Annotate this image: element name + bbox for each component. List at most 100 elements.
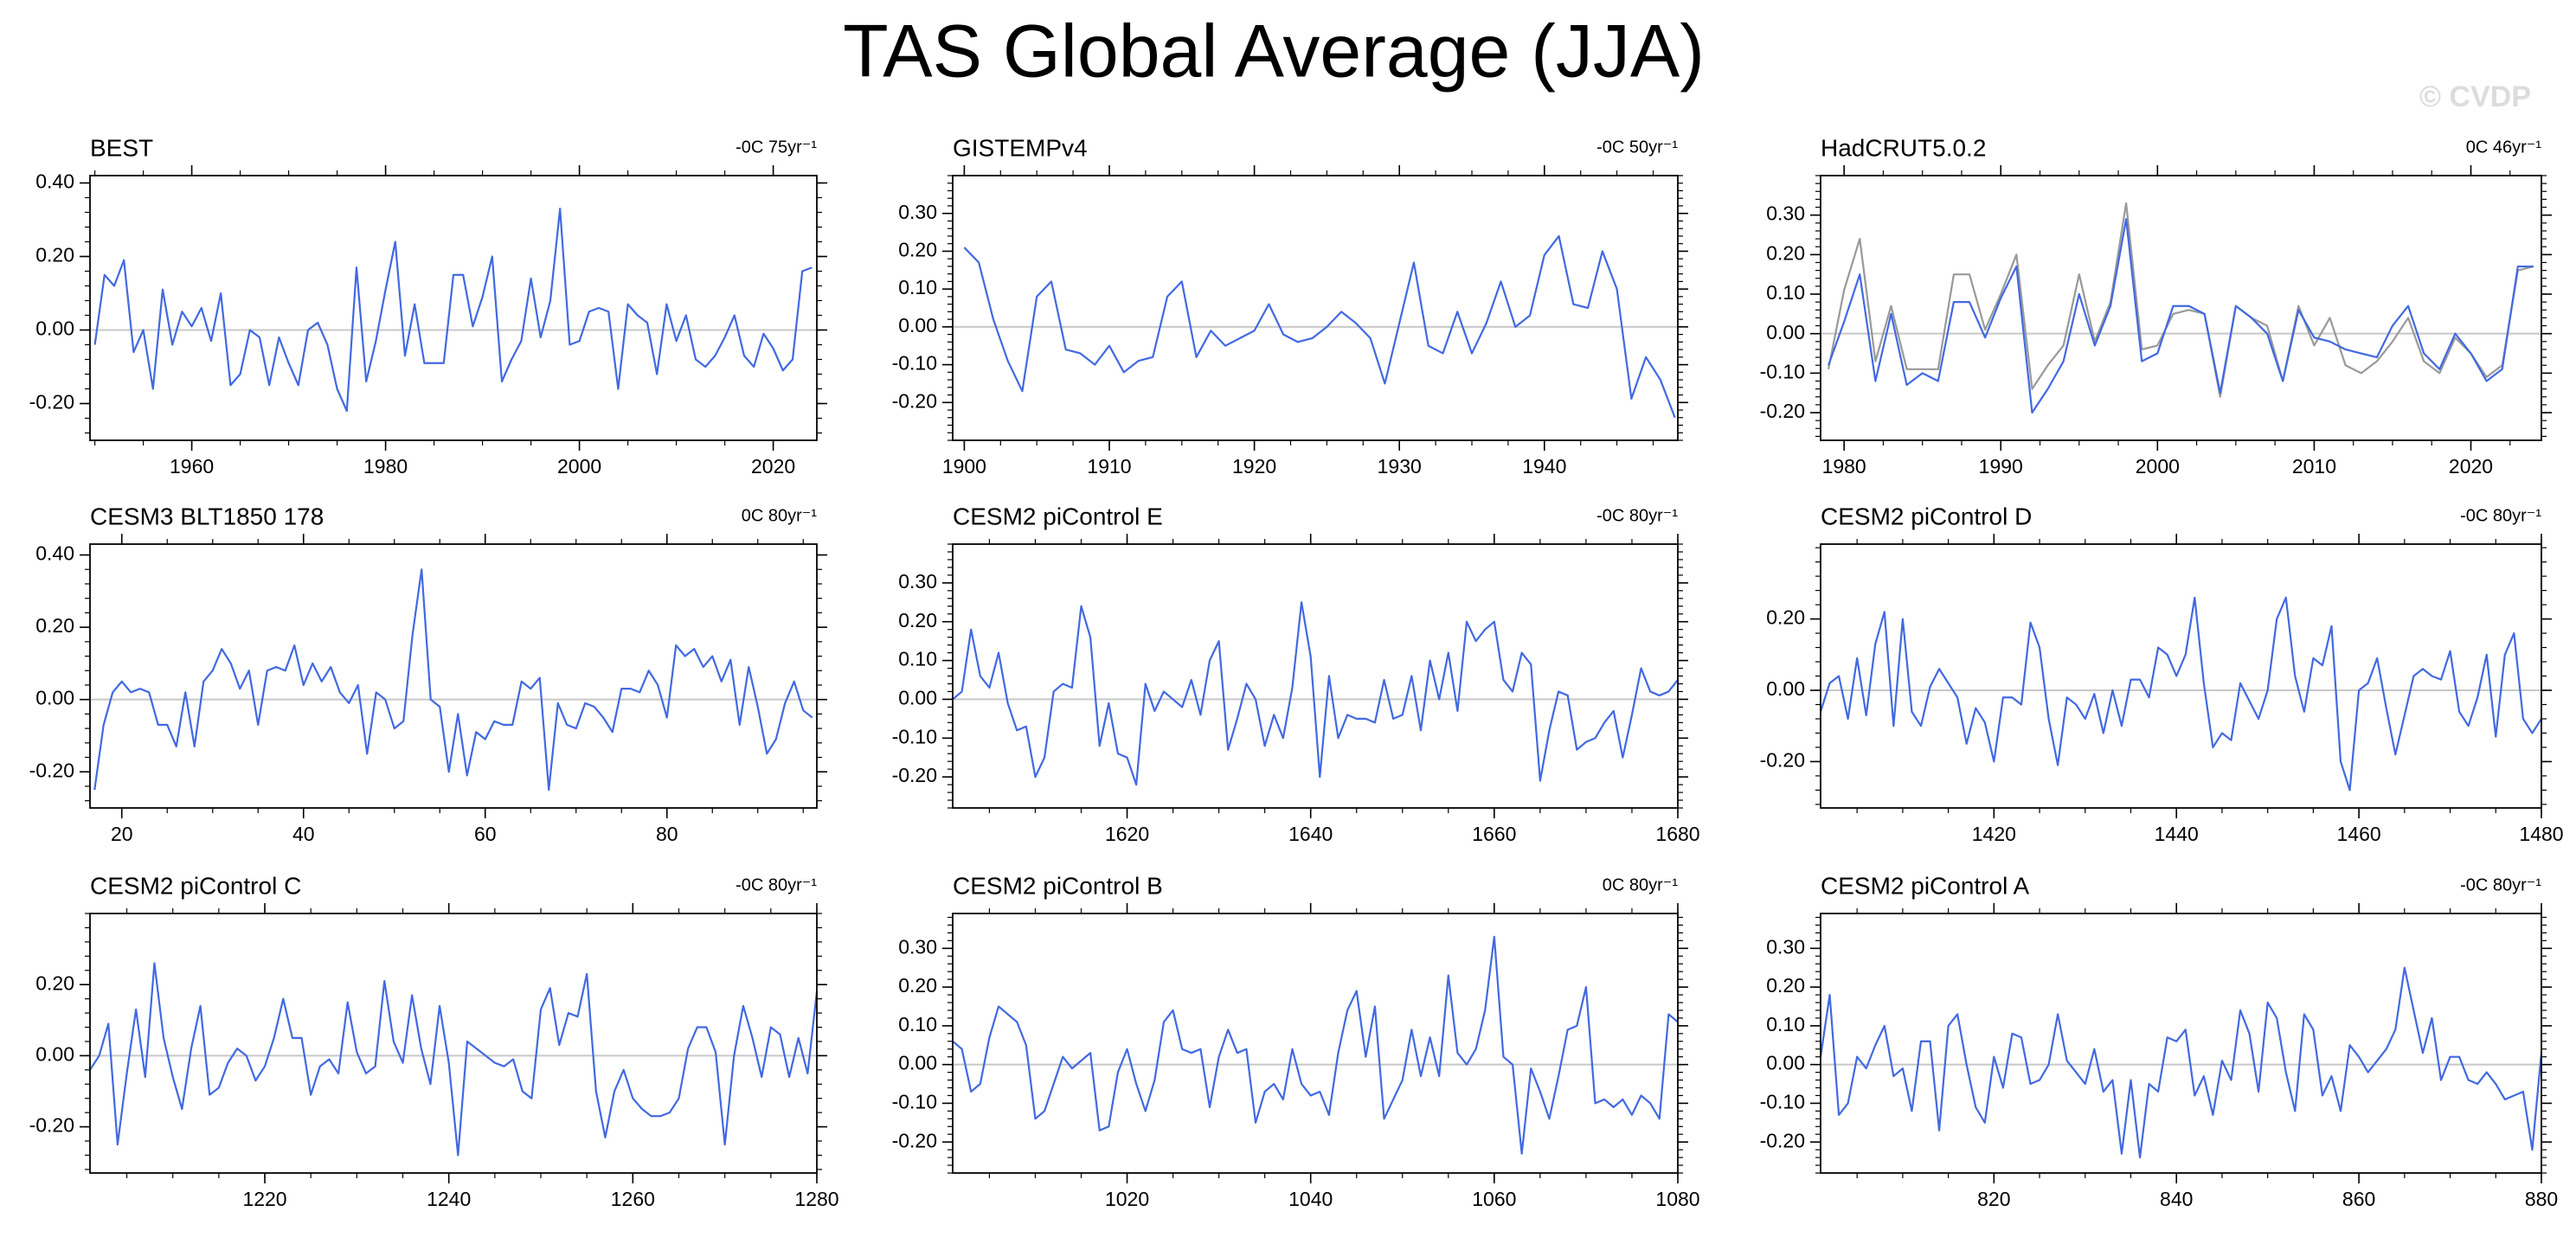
data-line xyxy=(1819,966,2543,1159)
x-tick-label: 1040 xyxy=(1288,1188,1333,1210)
y-tick-label: 0.00 xyxy=(898,686,937,708)
plot-frame xyxy=(89,913,818,1174)
y-tick-label: 0.00 xyxy=(35,317,74,340)
y-tick-label: -0.10 xyxy=(892,1090,937,1112)
panel-title: CESM2 piControl B xyxy=(953,872,1163,899)
panel-title: CESM2 piControl C xyxy=(90,872,301,899)
x-tick-label: 1020 xyxy=(1105,1188,1149,1210)
plot-frame xyxy=(952,175,1679,441)
x-tick-label: 840 xyxy=(2160,1188,2193,1210)
data-line xyxy=(1827,202,2534,398)
y-tick-label: -0.20 xyxy=(1760,400,1805,422)
x-tick-label: 2010 xyxy=(2292,455,2336,478)
trend-label: 0C 80yr⁻¹ xyxy=(1603,875,1679,894)
panel-title: CESM2 piControl A xyxy=(1821,872,2030,899)
x-tick-label: 1240 xyxy=(427,1188,471,1210)
plot-frame xyxy=(952,543,1679,809)
y-tick-label: 0.00 xyxy=(898,314,937,337)
panel: CESM2 piControl B 0C 80yr⁻¹ -0.20 -0.10 0.00… xyxy=(892,872,1700,1210)
y-tick-label: -0.20 xyxy=(892,389,937,412)
x-tick-label: 2020 xyxy=(751,455,795,478)
y-tick-label: 0.10 xyxy=(1766,281,1805,304)
panel-title: CESM2 piControl E xyxy=(953,503,1163,529)
x-tick-label: 1980 xyxy=(363,455,408,478)
y-tick-label: -0.20 xyxy=(29,759,74,781)
panel: HadCRUT5.0.2 0C 46yr⁻¹ -0.20 -0.10 0.00 0.10 0… xyxy=(1760,134,2552,478)
y-tick-label: -0.20 xyxy=(892,1129,937,1151)
panel: CESM2 piControl A -0C 80yr⁻¹ -0.20 -0.10 0.0… xyxy=(1760,872,2559,1210)
y-tick-label: 0.20 xyxy=(1766,241,1805,264)
y-tick-label: 0.00 xyxy=(1766,677,1805,700)
panel: CESM2 piControl C -0C 80yr⁻¹ -0.20 0.00 0.20… xyxy=(29,872,839,1210)
y-tick-label: 0.30 xyxy=(898,935,937,958)
y-tick-label: -0.20 xyxy=(892,764,937,786)
x-tick-label: 820 xyxy=(1977,1188,2010,1210)
y-tick-label: 0.30 xyxy=(1766,935,1805,958)
watermark: © CVDP xyxy=(2419,80,2531,113)
panel-title: CESM2 piControl D xyxy=(1821,503,2032,529)
plot-frame xyxy=(952,913,1679,1174)
trend-label: -0C 80yr⁻¹ xyxy=(2460,875,2541,894)
x-tick-label: 1680 xyxy=(1655,823,1699,845)
y-tick-label: 0.40 xyxy=(35,170,74,193)
data-line xyxy=(952,601,1679,786)
x-tick-label: 60 xyxy=(474,823,497,845)
x-tick-label: 1900 xyxy=(942,455,986,478)
x-tick-label: 1220 xyxy=(242,1188,286,1210)
x-tick-label: 2000 xyxy=(557,455,601,478)
x-tick-label: 80 xyxy=(656,823,678,845)
x-tick-label: 2020 xyxy=(2449,455,2493,478)
data-line xyxy=(93,568,813,792)
x-tick-label: 1480 xyxy=(2519,823,2563,845)
y-tick-label: 0.00 xyxy=(35,1042,74,1065)
x-tick-label: 1620 xyxy=(1105,823,1149,845)
y-tick-label: 0.00 xyxy=(898,1052,937,1074)
panel: CESM3 BLT1850 178 0C 80yr⁻¹ -0.20 0.00 0.20 0… xyxy=(29,503,827,845)
plot-frame xyxy=(1820,175,2542,441)
x-tick-label: 1990 xyxy=(1979,455,2023,478)
plot-frame xyxy=(89,175,818,441)
x-tick-label: 1960 xyxy=(170,455,214,478)
y-tick-label: 0.00 xyxy=(1766,321,1805,343)
y-tick-label: -0.20 xyxy=(1760,748,1805,771)
x-tick-label: 1910 xyxy=(1087,455,1131,478)
x-tick-label: 1260 xyxy=(611,1188,655,1210)
y-tick-label: 0.00 xyxy=(1766,1052,1805,1074)
y-tick-label: 0.10 xyxy=(898,276,937,298)
y-tick-label: 0.20 xyxy=(1766,606,1805,629)
panel-title: BEST xyxy=(90,134,153,161)
trend-label: 0C 46yr⁻¹ xyxy=(2466,138,2542,157)
data-line xyxy=(1819,596,2542,792)
y-tick-label: 0.00 xyxy=(35,687,74,709)
y-tick-label: 0.20 xyxy=(898,974,937,997)
figure-title: TAS Global Average (JJA) xyxy=(843,10,1705,93)
panel: CESM2 piControl E -0C 80yr⁻¹ -0.20 -0.10 0.0… xyxy=(892,503,1700,845)
y-tick-label: 0.20 xyxy=(1766,974,1805,997)
data-line xyxy=(89,962,819,1157)
y-tick-label: -0.20 xyxy=(1760,1129,1805,1151)
y-tick-label: 0.30 xyxy=(898,570,937,593)
y-tick-label: 0.20 xyxy=(898,239,937,261)
y-tick-label: -0.10 xyxy=(892,352,937,375)
x-tick-label: 1440 xyxy=(2155,823,2199,845)
x-tick-label: 1080 xyxy=(1655,1188,1699,1210)
x-tick-label: 40 xyxy=(292,823,315,845)
x-tick-label: 1930 xyxy=(1378,455,1422,478)
panel-title: CESM3 BLT1850 178 xyxy=(90,503,324,529)
x-tick-label: 1420 xyxy=(1972,823,2016,845)
panel: CESM2 piControl D -0C 80yr⁻¹ -0.20 0.00 0.20… xyxy=(1760,503,2564,845)
x-tick-label: 1280 xyxy=(794,1188,838,1210)
y-tick-label: 0.30 xyxy=(898,201,937,223)
y-tick-label: 0.20 xyxy=(35,614,74,637)
plot-frame xyxy=(89,543,818,809)
y-tick-label: 0.20 xyxy=(898,609,937,631)
x-tick-label: 1460 xyxy=(2337,823,2381,845)
y-tick-label: -0.10 xyxy=(892,725,937,747)
y-tick-label: -0.20 xyxy=(29,1114,74,1137)
x-tick-label: 1980 xyxy=(1822,455,1866,478)
y-tick-label: 0.10 xyxy=(898,1013,937,1035)
panel-title: HadCRUT5.0.2 xyxy=(1821,134,1986,161)
x-tick-label: 1640 xyxy=(1288,823,1333,845)
x-tick-label: 1940 xyxy=(1522,455,1566,478)
